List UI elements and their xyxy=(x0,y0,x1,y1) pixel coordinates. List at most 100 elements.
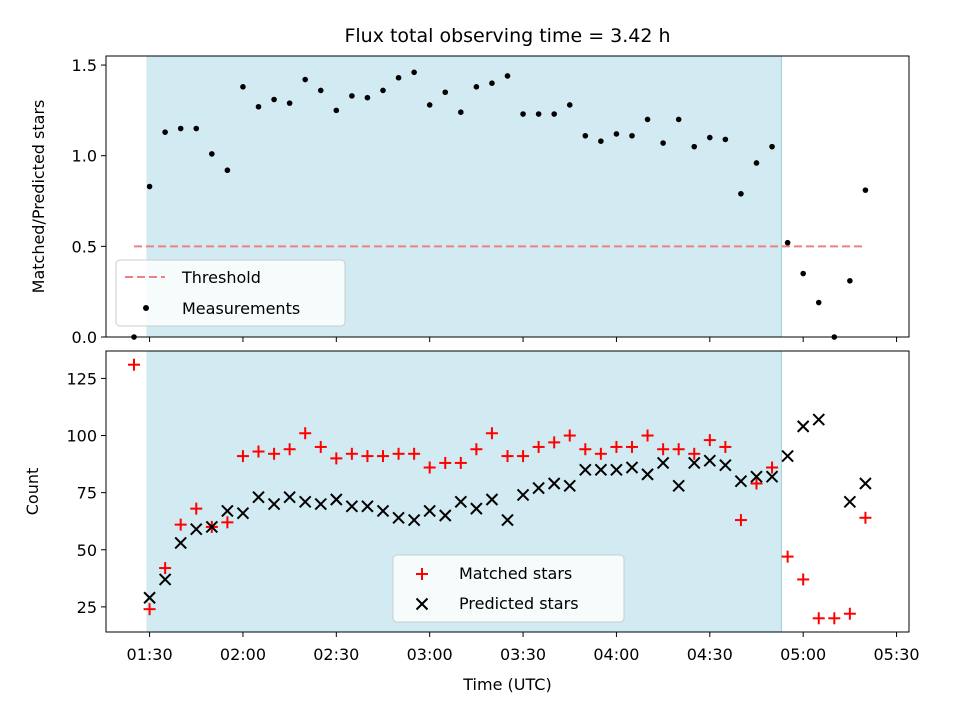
x-tick-label: 03:00 xyxy=(407,645,453,664)
measurement-point xyxy=(660,140,666,146)
predicted-stars-point xyxy=(516,488,530,502)
matched-stars-point xyxy=(299,427,312,440)
measurement-point xyxy=(769,143,775,150)
predicted-stars-point xyxy=(594,463,608,477)
measurement-point xyxy=(240,84,246,90)
measurement-point xyxy=(302,76,308,83)
bottom-y-tick-label: 75 xyxy=(77,484,97,503)
measurement-point xyxy=(644,116,651,123)
top-legend-box xyxy=(115,259,346,327)
measurement-point xyxy=(317,87,324,94)
x-tick-label: 02:30 xyxy=(313,645,359,664)
matched-stars-point xyxy=(532,440,545,453)
matched-stars-point xyxy=(485,427,498,440)
count-points xyxy=(128,358,872,625)
x-tick-label: 01:30 xyxy=(127,645,173,664)
measurement-point xyxy=(380,87,386,94)
matched-stars-point xyxy=(268,447,281,460)
measurement-point xyxy=(691,143,698,150)
predicted-stars-point xyxy=(361,500,374,513)
x-tick-label: 03:30 xyxy=(500,645,546,664)
matched-stars-point xyxy=(470,443,483,456)
predicted-stars-point xyxy=(205,520,219,534)
measurement-point xyxy=(800,270,806,277)
measurement-point xyxy=(286,100,293,106)
measurement-point xyxy=(862,187,869,193)
predicted-stars-point xyxy=(283,491,296,504)
bottom-legend: Matched stars Predicted stars xyxy=(392,554,625,623)
predicted-stars-point xyxy=(688,456,701,470)
measurement-point xyxy=(815,299,822,306)
matched-stars-point xyxy=(843,607,856,620)
x-tick-label: 04:30 xyxy=(687,645,733,664)
predicted-stars-point xyxy=(563,479,576,492)
legend-predicted-sample xyxy=(415,597,429,611)
measurement-point xyxy=(535,111,542,117)
measurement-point xyxy=(146,183,153,190)
bottom-axis-ticks: 25 50 75 100 125 01:30 02:00 02:30 03:00 03:30 04:… xyxy=(66,369,919,664)
matched-stars-point xyxy=(781,550,794,563)
matched-stars-point xyxy=(703,434,716,447)
measurement-point xyxy=(598,138,604,145)
top-axes-frame xyxy=(105,55,910,338)
matched-stars-point xyxy=(719,440,732,453)
predicted-stars-point xyxy=(174,536,187,550)
top-y-axis-label: Matched/Predicted stars xyxy=(29,100,48,294)
bottom-y-axis-label: Count xyxy=(23,468,42,516)
measurement-point xyxy=(566,102,573,108)
x-tick-label: 05:30 xyxy=(873,645,919,664)
measurement-point xyxy=(395,74,402,81)
predicted-stars-point xyxy=(298,495,312,508)
predicted-stars-point xyxy=(143,591,156,604)
predicted-stars-point xyxy=(423,504,436,518)
measurement-point xyxy=(442,89,449,96)
legend-matched-label: Matched stars xyxy=(459,564,572,583)
measurement-point xyxy=(613,131,620,137)
matched-stars-point xyxy=(563,429,576,442)
matched-stars-point xyxy=(454,456,467,469)
matched-stars-point xyxy=(625,440,638,453)
predicted-stars-point xyxy=(625,461,639,474)
top-axis-ticks: 0.0 0.5 1.0 1.5 xyxy=(72,56,898,347)
matched-stars-point xyxy=(330,452,343,465)
matched-stars-point xyxy=(828,612,841,625)
measurement-point xyxy=(333,107,340,114)
x-tick-label: 02:00 xyxy=(220,645,266,664)
predicted-stars-point xyxy=(190,522,203,536)
legend-measurements-sample xyxy=(143,305,149,311)
predicted-stars-point xyxy=(221,504,234,518)
legend-predicted-marker xyxy=(415,597,429,611)
measurement-point xyxy=(458,109,464,115)
measurement-point xyxy=(349,93,355,99)
predicted-stars-point xyxy=(314,497,327,511)
matched-stars-point xyxy=(501,450,514,463)
measurement-point xyxy=(364,94,371,101)
predicted-stars-point xyxy=(345,500,359,513)
measurement-point xyxy=(629,132,635,139)
measurement-point xyxy=(582,132,589,139)
measurement-point xyxy=(255,103,262,110)
predicted-stars-point xyxy=(641,468,654,481)
measurement-point xyxy=(551,111,557,117)
matched-stars-point xyxy=(797,573,810,586)
predicted-stars-point xyxy=(796,420,810,433)
top-panel: 0.0 0.5 1.0 1.5 Flux total observing time =… xyxy=(29,25,910,347)
legend-matched-marker xyxy=(416,568,428,580)
top-y-tick-label: 0.0 xyxy=(72,328,97,347)
predicted-stars-point xyxy=(812,413,825,426)
matched-stars-point xyxy=(672,443,685,456)
matched-stars-point xyxy=(734,514,747,527)
measurement-point xyxy=(738,190,744,197)
predicted-stars-point xyxy=(252,491,265,504)
matched-stars-point xyxy=(610,440,623,453)
matched-stars-point xyxy=(641,429,654,442)
matched-stars-point xyxy=(594,447,607,460)
predicted-stars-point xyxy=(781,449,794,463)
predicted-stars-point xyxy=(610,463,623,477)
legend-threshold-label: Threshold xyxy=(181,268,261,287)
predicted-stars-point xyxy=(407,513,421,527)
measurement-point xyxy=(753,160,760,166)
predicted-stars-point xyxy=(158,573,172,586)
measurement-points xyxy=(131,69,869,340)
